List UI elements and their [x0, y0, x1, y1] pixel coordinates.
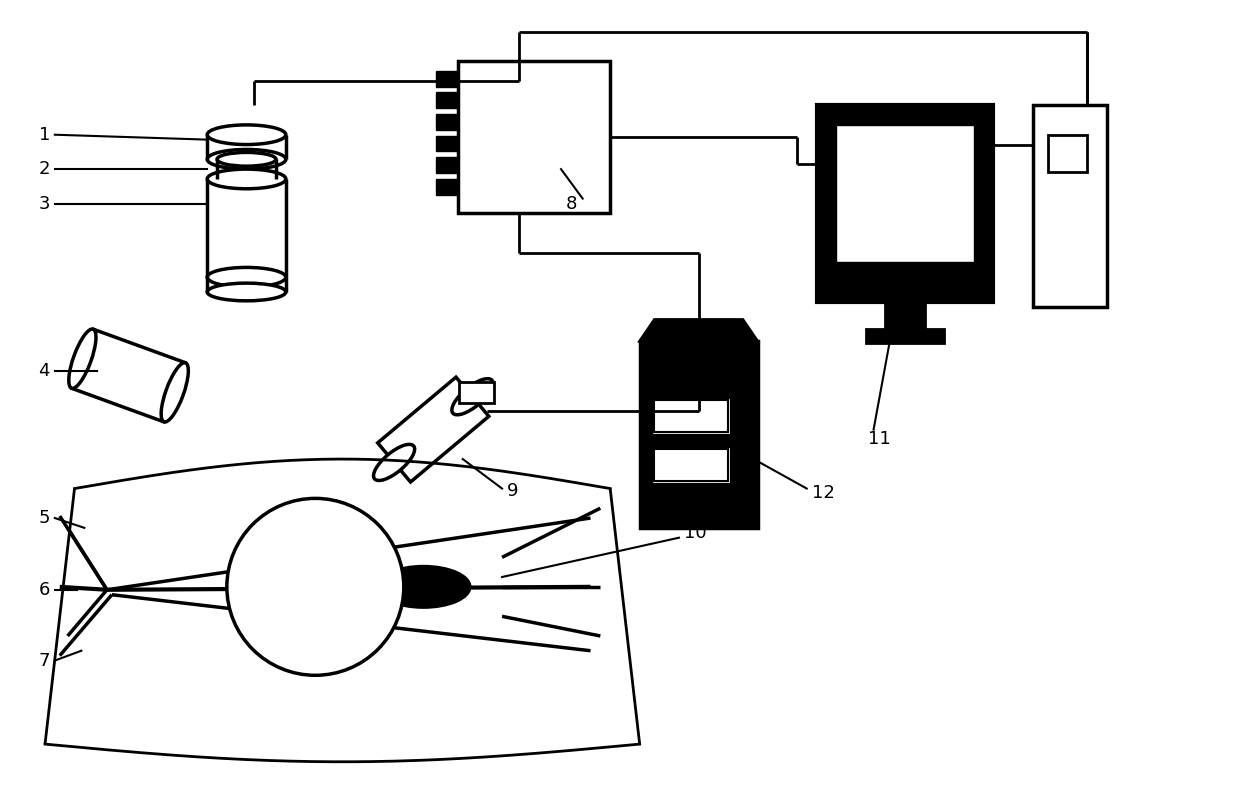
Bar	[436, 135, 458, 152]
Ellipse shape	[377, 566, 470, 607]
Ellipse shape	[68, 329, 95, 388]
Text: 12: 12	[812, 484, 835, 503]
Text: 6: 6	[38, 581, 50, 599]
Bar	[436, 71, 458, 87]
Ellipse shape	[207, 268, 286, 287]
Bar	[655, 400, 728, 431]
Bar	[436, 157, 458, 173]
Text: 11: 11	[868, 431, 890, 448]
Ellipse shape	[373, 444, 414, 480]
Text: 10: 10	[684, 524, 707, 542]
Polygon shape	[72, 329, 186, 422]
Bar	[458, 61, 610, 213]
Bar	[436, 114, 458, 130]
Text: 3: 3	[38, 195, 50, 212]
Bar	[640, 341, 758, 528]
Bar	[436, 92, 458, 108]
Ellipse shape	[207, 283, 286, 301]
Bar	[817, 105, 993, 302]
Text: 8: 8	[565, 195, 578, 212]
Text: 5: 5	[38, 509, 50, 527]
Text: 4: 4	[38, 362, 50, 380]
Bar	[655, 449, 728, 481]
Polygon shape	[640, 320, 758, 341]
Bar	[459, 382, 494, 403]
Ellipse shape	[207, 125, 286, 144]
Bar	[1033, 105, 1106, 307]
Ellipse shape	[451, 379, 494, 414]
Bar	[655, 449, 728, 481]
Text: 1: 1	[38, 126, 50, 144]
Polygon shape	[378, 377, 489, 482]
Circle shape	[227, 499, 404, 676]
Bar	[828, 117, 982, 274]
Bar	[655, 400, 728, 431]
Ellipse shape	[207, 169, 286, 189]
Ellipse shape	[217, 152, 277, 166]
Bar	[436, 179, 458, 195]
Ellipse shape	[207, 149, 286, 169]
Text: 2: 2	[38, 160, 50, 178]
Bar	[866, 329, 945, 343]
Ellipse shape	[217, 172, 277, 186]
Bar	[1048, 135, 1087, 172]
Bar	[885, 302, 925, 331]
Text: 9: 9	[507, 482, 518, 500]
Bar	[836, 125, 973, 263]
Text: 7: 7	[38, 651, 50, 670]
Ellipse shape	[161, 363, 188, 422]
